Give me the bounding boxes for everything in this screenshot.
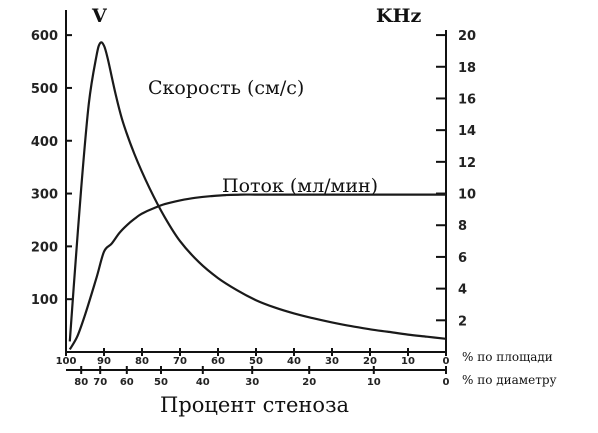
diameter-tick-label: 30: [245, 377, 259, 388]
right-tick-label: 20: [458, 29, 476, 44]
area-tick-label: 100: [56, 356, 77, 367]
right-tick-label: 4: [458, 283, 467, 298]
flow-curve-label: Поток (мл/мин): [222, 175, 378, 197]
left-tick-label: 300: [31, 188, 58, 203]
area-tick-label: 90: [97, 356, 111, 367]
right-axis-unit: KHz: [376, 5, 421, 27]
diameter-scale-label: % по диаметру: [462, 373, 557, 387]
right-tick-label: 8: [458, 219, 467, 234]
diameter-tick-label: 10: [367, 377, 381, 388]
left-tick-label: 200: [31, 240, 58, 255]
right-tick-label: 6: [458, 251, 467, 266]
diameter-tick-label: 70: [93, 377, 107, 388]
right-tick-label: 10: [458, 188, 476, 203]
area-tick-label: 60: [211, 356, 225, 367]
area-scale-label: % по площади: [462, 350, 553, 364]
diameter-tick-label: 80: [74, 377, 88, 388]
left-tick-label: 500: [31, 82, 58, 97]
bottom-axis-ticks: 100 90 80 70 60 50 40 30 20 10 080 70 60 50 40 30 20 10 0: [56, 348, 450, 388]
right-axis-ticks: 2 4 6 8 10 12 14 16 18 20: [436, 29, 476, 329]
area-tick-label: 70: [173, 356, 187, 367]
right-tick-label: 2: [458, 314, 467, 329]
right-tick-label: 18: [458, 61, 476, 76]
right-tick-label: 16: [458, 92, 476, 107]
flow-curve: [68, 193, 446, 350]
chart-curves: [68, 41, 447, 350]
left-axis-ticks: 100 200 300 400 500 600: [31, 29, 72, 308]
left-axis-unit: V: [91, 5, 108, 27]
left-tick-label: 100: [31, 293, 58, 308]
diameter-tick-label: 60: [120, 377, 134, 388]
right-tick-label: 12: [458, 156, 476, 171]
diameter-tick-label: 20: [302, 377, 316, 388]
area-tick-label: 40: [287, 356, 301, 367]
x-axis-label: Процент стеноза: [160, 393, 349, 417]
velocity-curve-label: Скорость (см/с): [148, 77, 304, 99]
area-tick-label: 30: [325, 356, 339, 367]
velocity-curve: [68, 41, 447, 342]
diameter-tick-label: 40: [196, 377, 210, 388]
area-tick-label: 10: [401, 356, 415, 367]
diameter-tick-label: 50: [154, 377, 168, 388]
left-tick-label: 400: [31, 135, 58, 150]
area-tick-label: 20: [363, 356, 377, 367]
right-tick-label: 14: [458, 124, 476, 139]
area-tick-label: 80: [135, 356, 149, 367]
area-tick-label: 0: [443, 356, 450, 367]
diameter-tick-label: 0: [443, 377, 450, 388]
left-tick-label: 600: [31, 29, 58, 44]
area-tick-label: 50: [249, 356, 263, 367]
